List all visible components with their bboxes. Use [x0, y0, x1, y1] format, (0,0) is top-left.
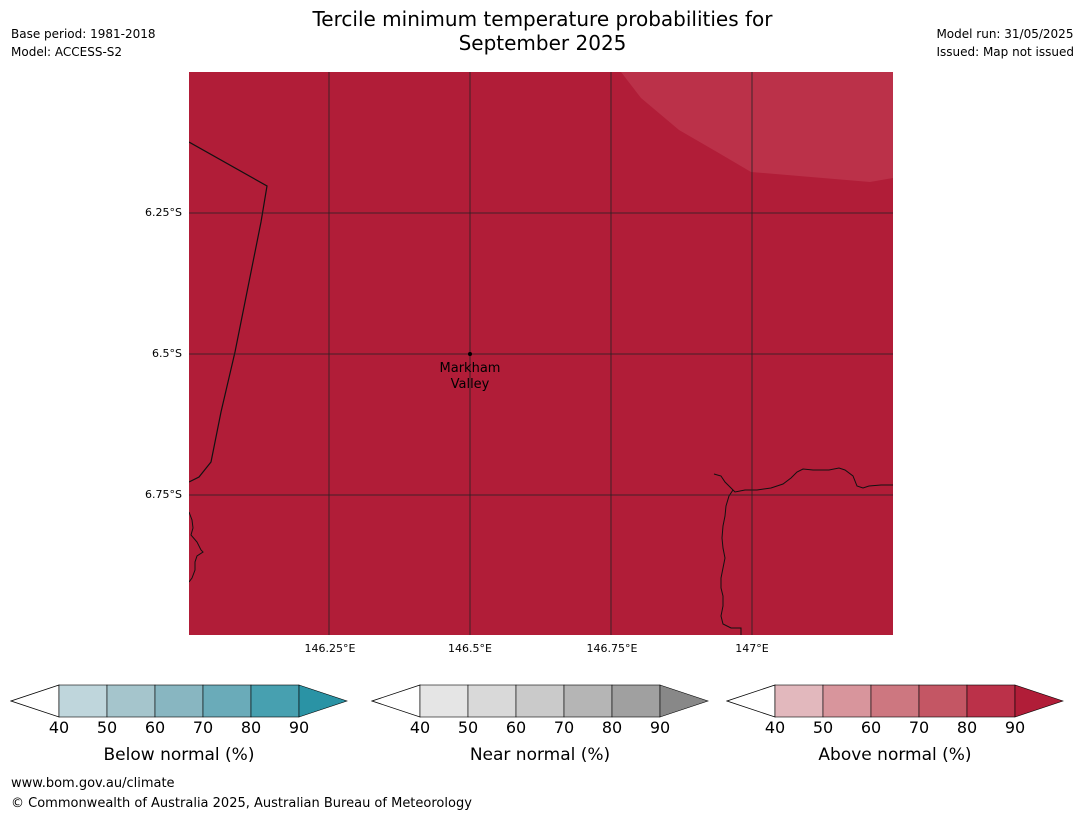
lat-tick-label: 6.5°S — [152, 347, 182, 360]
location-marker — [468, 352, 472, 356]
colorbar-label-above: Above normal (%) — [818, 745, 972, 765]
footer-copyright: © Commonwealth of Australia 2025, Austra… — [11, 796, 472, 811]
colorbar-tick: 40 — [48, 718, 70, 737]
colorbar-segment — [918, 684, 968, 718]
probability-band-80 — [621, 72, 893, 182]
lon-tick-label: 146.5°E — [448, 642, 492, 655]
colorbar-tick: 40 — [764, 718, 786, 737]
coastline-east — [713, 467, 893, 493]
colorbar-segment — [774, 684, 824, 718]
colorbar-tick: 80 — [956, 718, 978, 737]
meta-left: Base period: 1981-2018 Model: ACCESS-S2 — [11, 25, 156, 61]
colorbar-segment — [250, 684, 300, 718]
place-label-line-2: Valley — [451, 377, 490, 392]
colorbar-extend-low — [726, 684, 776, 718]
colorbar-tick: 40 — [409, 718, 431, 737]
map-canvas: Markham Valley — [189, 72, 893, 635]
lat-tick-label: 6.75°S — [145, 488, 182, 501]
meta-right: Model run: 31/05/2025 Issued: Map not is… — [936, 25, 1074, 61]
colorbar-tick: 90 — [649, 718, 671, 737]
colorbar-segment — [106, 684, 156, 718]
colorbar-tick: 60 — [144, 718, 166, 737]
model-run-text: Model run: 31/05/2025 — [936, 27, 1074, 41]
colorbar-segment — [202, 684, 252, 718]
colorbar-label-near: Near normal (%) — [469, 745, 611, 765]
base-period-text: Base period: 1981-2018 — [11, 27, 156, 41]
issued-text: Issued: Map not issued — [936, 45, 1074, 59]
colorbar-segment — [154, 684, 204, 718]
colorbar-segment — [58, 684, 108, 718]
colorbar-extend-high — [1014, 684, 1064, 718]
colorbar-tick: 50 — [457, 718, 479, 737]
colorbar-tick: 70 — [553, 718, 575, 737]
colorbar-tick: 90 — [1004, 718, 1026, 737]
colorbar-tick: 80 — [601, 718, 623, 737]
colorbar-extend-high — [659, 684, 709, 718]
colorbar-tick: 60 — [860, 718, 882, 737]
colorbar-below-normal — [10, 684, 348, 718]
colorbar-tick: 60 — [505, 718, 527, 737]
colorbar-segment — [870, 684, 920, 718]
colorbar-segment — [515, 684, 565, 718]
colorbar-tick: 70 — [908, 718, 930, 737]
border-line — [189, 141, 268, 483]
colorbar-segment — [563, 684, 613, 718]
colorbar-segment — [822, 684, 872, 718]
colorbar-segment — [611, 684, 661, 718]
title-line-1: Tercile minimum temperature probabilitie… — [312, 7, 773, 31]
colorbar-segment — [966, 684, 1016, 718]
model-text: Model: ACCESS-S2 — [11, 45, 123, 59]
lon-tick-label: 146.75°E — [586, 642, 638, 655]
colorbar-tick: 90 — [288, 718, 310, 737]
lon-tick-label: 146.25°E — [304, 642, 356, 655]
colorbar-tick: 50 — [96, 718, 118, 737]
place-label-line-1: Markham — [440, 361, 501, 376]
colorbar-tick: 50 — [812, 718, 834, 737]
lon-tick-label: 147°E — [735, 642, 769, 655]
colorbar-tick: 80 — [240, 718, 262, 737]
map-title: Tercile minimum temperature probabilitie… — [0, 7, 1085, 55]
map-panel[interactable]: Markham Valley — [189, 72, 893, 635]
lat-tick-label: 6.25°S — [145, 206, 182, 219]
coastline-west — [189, 511, 204, 583]
colorbar-segment — [419, 684, 469, 718]
colorbar-tick: 70 — [192, 718, 214, 737]
colorbar-near-normal — [371, 684, 709, 718]
colorbar-label-below: Below normal (%) — [103, 745, 255, 765]
colorbar-extend-low — [10, 684, 60, 718]
colorbar-extend-high — [298, 684, 348, 718]
river-line — [720, 489, 742, 635]
colorbar-above-normal — [726, 684, 1064, 718]
title-line-2: September 2025 — [458, 31, 627, 55]
colorbar-extend-low — [371, 684, 421, 718]
colorbar-segment — [467, 684, 517, 718]
footer-url[interactable]: www.bom.gov.au/climate — [11, 776, 175, 791]
